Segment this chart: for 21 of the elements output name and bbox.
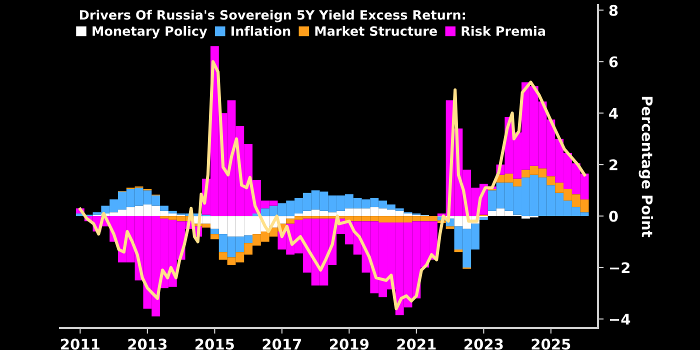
x-tick-label: 2015 — [196, 338, 234, 350]
x-tick-label: 2025 — [532, 338, 570, 350]
legend-label: Monetary Policy — [92, 26, 208, 38]
chart-title: Drivers Of Russia's Sovereign 5Y Yield Excess Return: — [80, 10, 465, 22]
legend-label: Risk Premia — [462, 26, 546, 36]
legend-label: Market Structure — [315, 26, 437, 36]
x-tick-label: 2013 — [128, 338, 167, 350]
x-tick-label: 2019 — [330, 338, 369, 350]
y-tick-label: 0 — [609, 210, 618, 222]
x-tick-label: 2023 — [464, 338, 503, 350]
y-tick-label: −2 — [610, 262, 630, 274]
x-tick-label: 2021 — [397, 338, 436, 350]
y-tick-label: 6 — [609, 56, 618, 68]
x-tick-label: 2017 — [262, 338, 302, 350]
y-tick-label: −4 — [610, 314, 630, 325]
y-axis-title: Percentage Point — [638, 96, 654, 238]
y-tick-label: 8 — [609, 4, 618, 16]
legend-label: Inflation — [232, 26, 290, 36]
x-tick-label: 2011 — [61, 338, 100, 350]
y-tick-label: 2 — [610, 159, 618, 170]
y-tick-label: 4 — [609, 108, 618, 119]
